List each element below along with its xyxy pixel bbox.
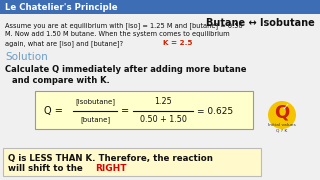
Text: Q is LESS THAN K. Therefore, the reaction: Q is LESS THAN K. Therefore, the reactio… [8, 154, 213, 163]
Text: [isobutane]: [isobutane] [75, 99, 115, 105]
Text: Solution: Solution [5, 52, 48, 62]
Text: will shift to the: will shift to the [8, 164, 101, 173]
Text: RIGHT: RIGHT [95, 164, 126, 173]
FancyBboxPatch shape [3, 148, 261, 176]
Text: Butane ↔ Isobutane: Butane ↔ Isobutane [206, 18, 315, 28]
Text: Q =: Q = [44, 106, 63, 116]
Text: K = 2.5: K = 2.5 [163, 40, 193, 46]
Text: = 0.625: = 0.625 [197, 107, 233, 116]
Text: 1.25: 1.25 [154, 98, 172, 107]
Text: ✓: ✓ [282, 102, 290, 112]
Text: and compare with K.: and compare with K. [12, 76, 110, 85]
Text: Le Chatelier's Principle: Le Chatelier's Principle [5, 3, 118, 12]
Text: =: = [121, 106, 129, 116]
Text: Assume you are at equilibrium with [iso] = 1.25 M and [butane] = 0.50: Assume you are at equilibrium with [iso]… [5, 22, 243, 29]
Text: Q: Q [274, 103, 290, 121]
Bar [0, 0, 320, 14]
Text: M. Now add 1.50 M butane. When the system comes to equilibrium: M. Now add 1.50 M butane. When the syste… [5, 31, 230, 37]
Text: Initial values: Initial values [268, 123, 296, 127]
Text: [butane]: [butane] [80, 117, 110, 123]
Text: 0.50 + 1.50: 0.50 + 1.50 [140, 116, 187, 125]
FancyBboxPatch shape [35, 91, 253, 129]
Text: Q ? K: Q ? K [276, 128, 288, 132]
Text: again, what are [iso] and [butane]?: again, what are [iso] and [butane]? [5, 40, 123, 47]
Ellipse shape [268, 101, 296, 129]
Text: Calculate Q immediately after adding more butane: Calculate Q immediately after adding mor… [5, 65, 246, 74]
